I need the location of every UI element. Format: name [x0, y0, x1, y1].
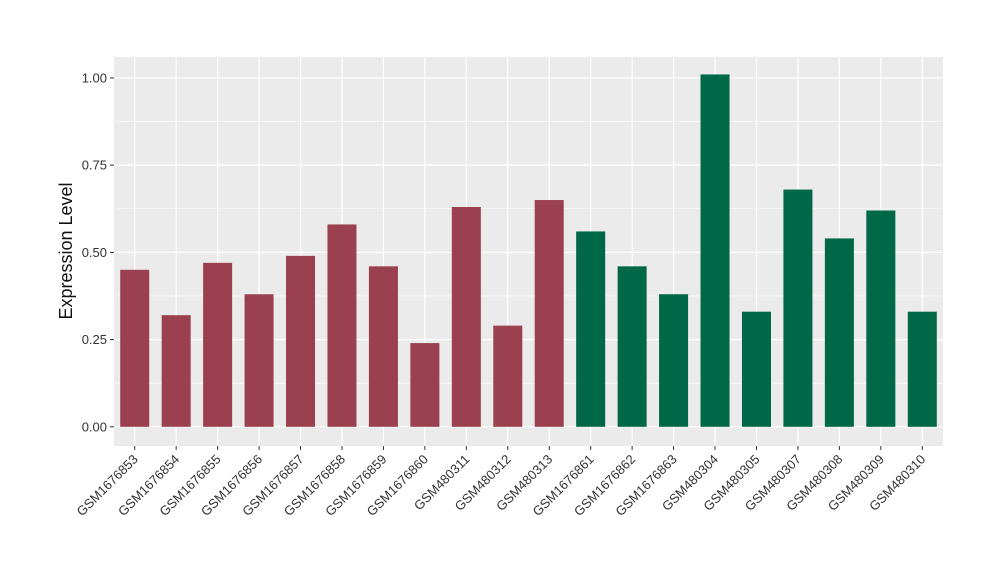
bar-gsm1676863: [659, 294, 689, 427]
bar-gsm480305: [741, 311, 771, 427]
bar-gsm480313: [534, 200, 564, 427]
bar-gsm1676853: [120, 269, 150, 427]
bar-gsm1676861: [576, 231, 606, 427]
bar-gsm480307: [783, 189, 813, 427]
bar-gsm480309: [866, 210, 896, 427]
y-axis: 0.00 0.25 0.50 0.75 1.00: [82, 70, 114, 434]
y-tick-label: 0.00: [82, 419, 107, 434]
bar-gsm480312: [493, 325, 523, 427]
bar-gsm1676854: [161, 315, 191, 427]
bar-gsm480308: [824, 238, 854, 427]
bars: [120, 74, 937, 427]
bar-gsm480311: [451, 207, 481, 427]
bar-gsm1676859: [368, 266, 398, 427]
bar-gsm1676862: [617, 266, 647, 427]
y-tick-label: 0.75: [82, 158, 107, 173]
y-tick-label: 1.00: [82, 70, 107, 85]
plot-panel: [114, 57, 943, 446]
x-axis: GSM1676853GSM1676854GSM1676855GSM1676856…: [74, 446, 928, 519]
bar-gsm1676860: [410, 343, 440, 427]
bar-gsm480304: [700, 74, 730, 427]
bar-gsm1676856: [244, 294, 274, 427]
y-tick-label: 0.25: [82, 332, 107, 347]
bar-gsm1676855: [203, 262, 233, 427]
bar-gsm480310: [907, 311, 937, 427]
bar-gsm1676857: [286, 255, 316, 427]
bar-gsm1676858: [327, 224, 357, 427]
y-tick-label: 0.50: [82, 245, 107, 260]
y-axis-title: Expression Level: [56, 182, 76, 319]
